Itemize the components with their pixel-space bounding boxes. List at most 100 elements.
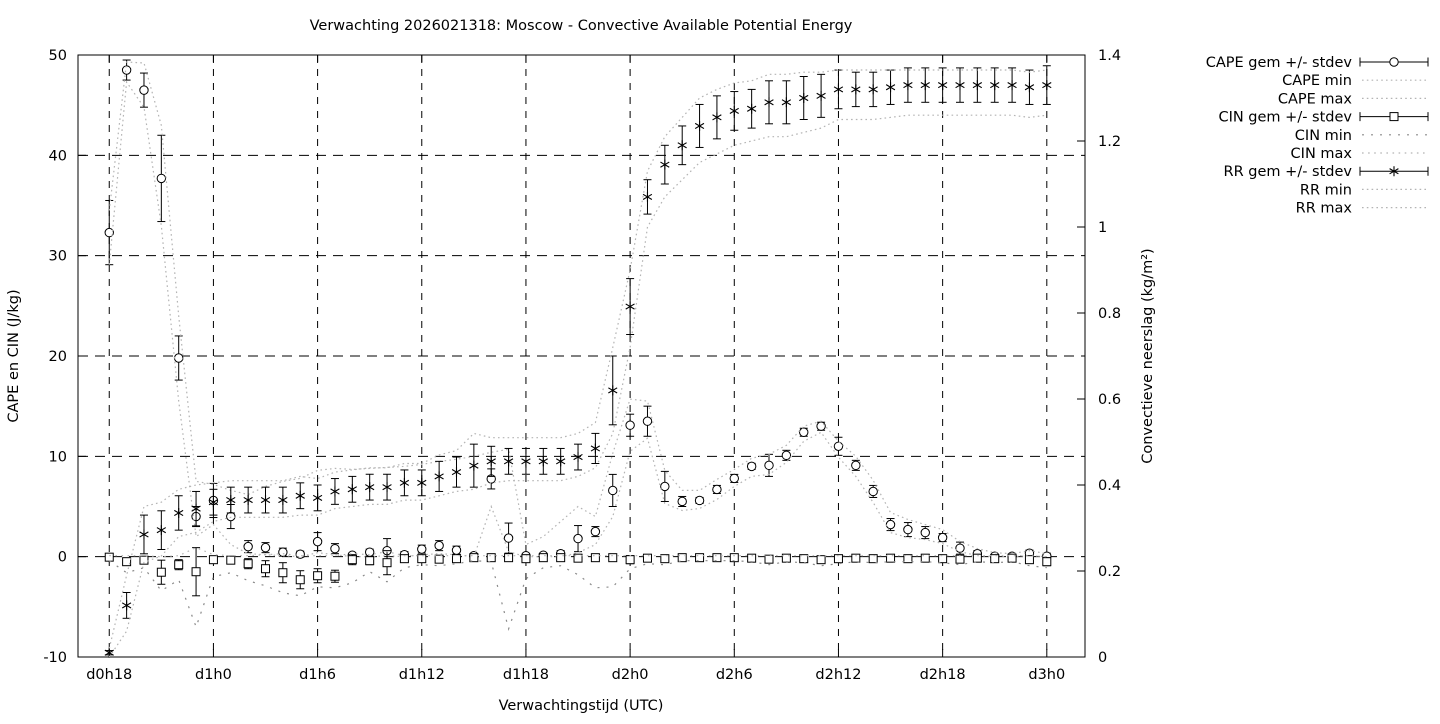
data-point: [538, 447, 548, 475]
legend-entry-rr-gem-stdev: RR gem +/- stdev: [1224, 164, 1429, 180]
data-point: [278, 547, 288, 557]
data-point: [694, 495, 705, 506]
data-point: [226, 486, 236, 514]
data-point: [243, 486, 253, 514]
data-point: [764, 453, 774, 477]
data-point: [712, 95, 722, 140]
chart-title: Verwachting 2026021318: Moscow - Convect…: [310, 18, 853, 34]
data-point: [990, 67, 1000, 103]
data-point: [243, 540, 253, 554]
data-point: [139, 72, 149, 108]
data-point: [573, 443, 583, 471]
legend-sample-errorbar: [1359, 112, 1429, 122]
data-point: [903, 554, 913, 564]
data-point: [833, 69, 844, 110]
data-point: [295, 549, 305, 559]
data-point: [695, 553, 705, 563]
data-point: [781, 449, 792, 461]
legend-entry-cape-min: CAPE min: [1282, 73, 1428, 89]
x-tick-label: d0h18: [86, 667, 132, 683]
y-right-tick-label: 1.4: [1098, 48, 1121, 64]
data-point: [243, 558, 253, 570]
data-point: [347, 475, 358, 503]
data-point: [313, 568, 323, 584]
data-point: [1024, 69, 1035, 105]
data-point: [1042, 65, 1052, 105]
data-point: [1007, 553, 1017, 563]
data-point: [434, 554, 444, 564]
data-point: [208, 555, 218, 565]
data-point: [364, 547, 375, 557]
data-point: [208, 488, 219, 516]
data-point: [729, 553, 739, 563]
data-point: [642, 179, 653, 215]
data-point: [417, 554, 427, 564]
x-tick-label: d1h18: [503, 667, 549, 683]
y-right-tick-label: 1.2: [1098, 134, 1121, 150]
y-right-tick-label: 1: [1098, 220, 1107, 236]
data-point: [660, 470, 670, 502]
data-point: [816, 555, 826, 565]
data-point: [174, 335, 184, 381]
data-point: [868, 484, 878, 498]
envelope-line: [108, 80, 1047, 558]
data-point: [191, 547, 201, 597]
series-rr-max: [108, 69, 1047, 649]
data-point: [417, 469, 427, 497]
data-point: [278, 562, 288, 584]
data-point: [261, 560, 271, 578]
legend-label: CIN max: [1291, 146, 1353, 162]
x-axis-label: Verwachtingstijd (UTC): [499, 698, 664, 714]
data-point: [1042, 557, 1052, 567]
data-point: [816, 73, 826, 118]
data-point: [729, 473, 739, 484]
x-tick-label: d1h0: [195, 667, 232, 683]
data-point: [625, 413, 635, 437]
data-point: [434, 540, 444, 552]
series-cape-max: [108, 61, 1047, 555]
legend-label: RR max: [1296, 201, 1353, 217]
data-point: [191, 490, 201, 527]
data-point: [660, 144, 670, 185]
x-tick-label: d2h12: [815, 667, 861, 683]
data-point: [833, 436, 844, 456]
legend-entry-rr-min: RR min: [1300, 182, 1428, 198]
legend-entry-cin-max: CIN max: [1291, 146, 1428, 162]
data-point: [937, 67, 948, 103]
data-point: [816, 421, 826, 431]
y-left-tick-label: 0: [58, 550, 67, 566]
data-point: [469, 553, 479, 563]
y-left-tick-label: 40: [49, 148, 67, 164]
data-point: [955, 67, 965, 103]
data-point: [469, 443, 479, 488]
data-point: [260, 542, 271, 554]
legend-label: CAPE max: [1278, 91, 1353, 107]
data-point: [156, 134, 167, 223]
data-point: [799, 76, 809, 120]
series-cape-min: [108, 80, 1047, 558]
legend-entry-cin-gem-stdev: CIN gem +/- stdev: [1218, 110, 1429, 126]
x-tick-label: d2h6: [716, 667, 753, 683]
data-point: [972, 67, 983, 103]
data-point: [555, 447, 566, 475]
data-point: [608, 553, 618, 563]
data-point: [885, 518, 896, 532]
x-tick-label: d2h18: [920, 667, 966, 683]
data-point: [729, 91, 739, 131]
tick-labels: d0h18 d1h0 d1h6 d1h12 d1h18 d2h0 d2h6 d2h12 d2h1…: [43, 48, 1121, 683]
y-left-tick-label: 30: [49, 249, 67, 265]
legend-label: RR min: [1300, 182, 1352, 198]
data-point: [642, 553, 652, 563]
plot-border: [77, 54, 1086, 658]
data-point: [417, 544, 427, 554]
data-point: [104, 199, 114, 266]
y-right-tick-label: 0.8: [1098, 306, 1121, 322]
data-point: [937, 532, 948, 543]
legend-entry-cin-min: CIN min: [1295, 128, 1428, 144]
data-point: [608, 355, 618, 426]
envelope-line: [108, 61, 1047, 555]
y-left-tick-label: 10: [49, 449, 67, 465]
series-cin-max: [109, 546, 1047, 558]
data-point: [573, 525, 583, 553]
data-point: [868, 71, 878, 108]
